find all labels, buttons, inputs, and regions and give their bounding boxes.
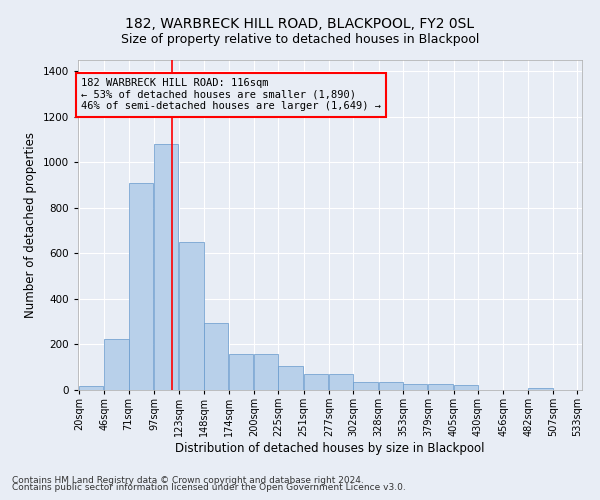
- Bar: [79, 386, 103, 390]
- Bar: [254, 354, 278, 390]
- Bar: [104, 339, 128, 390]
- X-axis label: Distribution of detached houses by size in Blackpool: Distribution of detached houses by size …: [175, 442, 485, 455]
- Text: 182, WARBRECK HILL ROAD, BLACKPOOL, FY2 0SL: 182, WARBRECK HILL ROAD, BLACKPOOL, FY2 …: [125, 18, 475, 32]
- Bar: [128, 183, 153, 390]
- Bar: [278, 366, 303, 390]
- Bar: [304, 374, 328, 390]
- Bar: [353, 382, 377, 390]
- Bar: [154, 144, 178, 390]
- Bar: [428, 384, 452, 390]
- Text: Size of property relative to detached houses in Blackpool: Size of property relative to detached ho…: [121, 32, 479, 46]
- Bar: [529, 388, 553, 390]
- Text: 182 WARBRECK HILL ROAD: 116sqm
← 53% of detached houses are smaller (1,890)
46% : 182 WARBRECK HILL ROAD: 116sqm ← 53% of …: [81, 78, 381, 112]
- Bar: [229, 354, 253, 390]
- Bar: [329, 374, 353, 390]
- Bar: [379, 382, 403, 390]
- Text: Contains HM Land Registry data © Crown copyright and database right 2024.: Contains HM Land Registry data © Crown c…: [12, 476, 364, 485]
- Bar: [454, 386, 478, 390]
- Bar: [179, 242, 203, 390]
- Bar: [403, 384, 427, 390]
- Bar: [203, 323, 228, 390]
- Text: Contains public sector information licensed under the Open Government Licence v3: Contains public sector information licen…: [12, 484, 406, 492]
- Y-axis label: Number of detached properties: Number of detached properties: [24, 132, 37, 318]
